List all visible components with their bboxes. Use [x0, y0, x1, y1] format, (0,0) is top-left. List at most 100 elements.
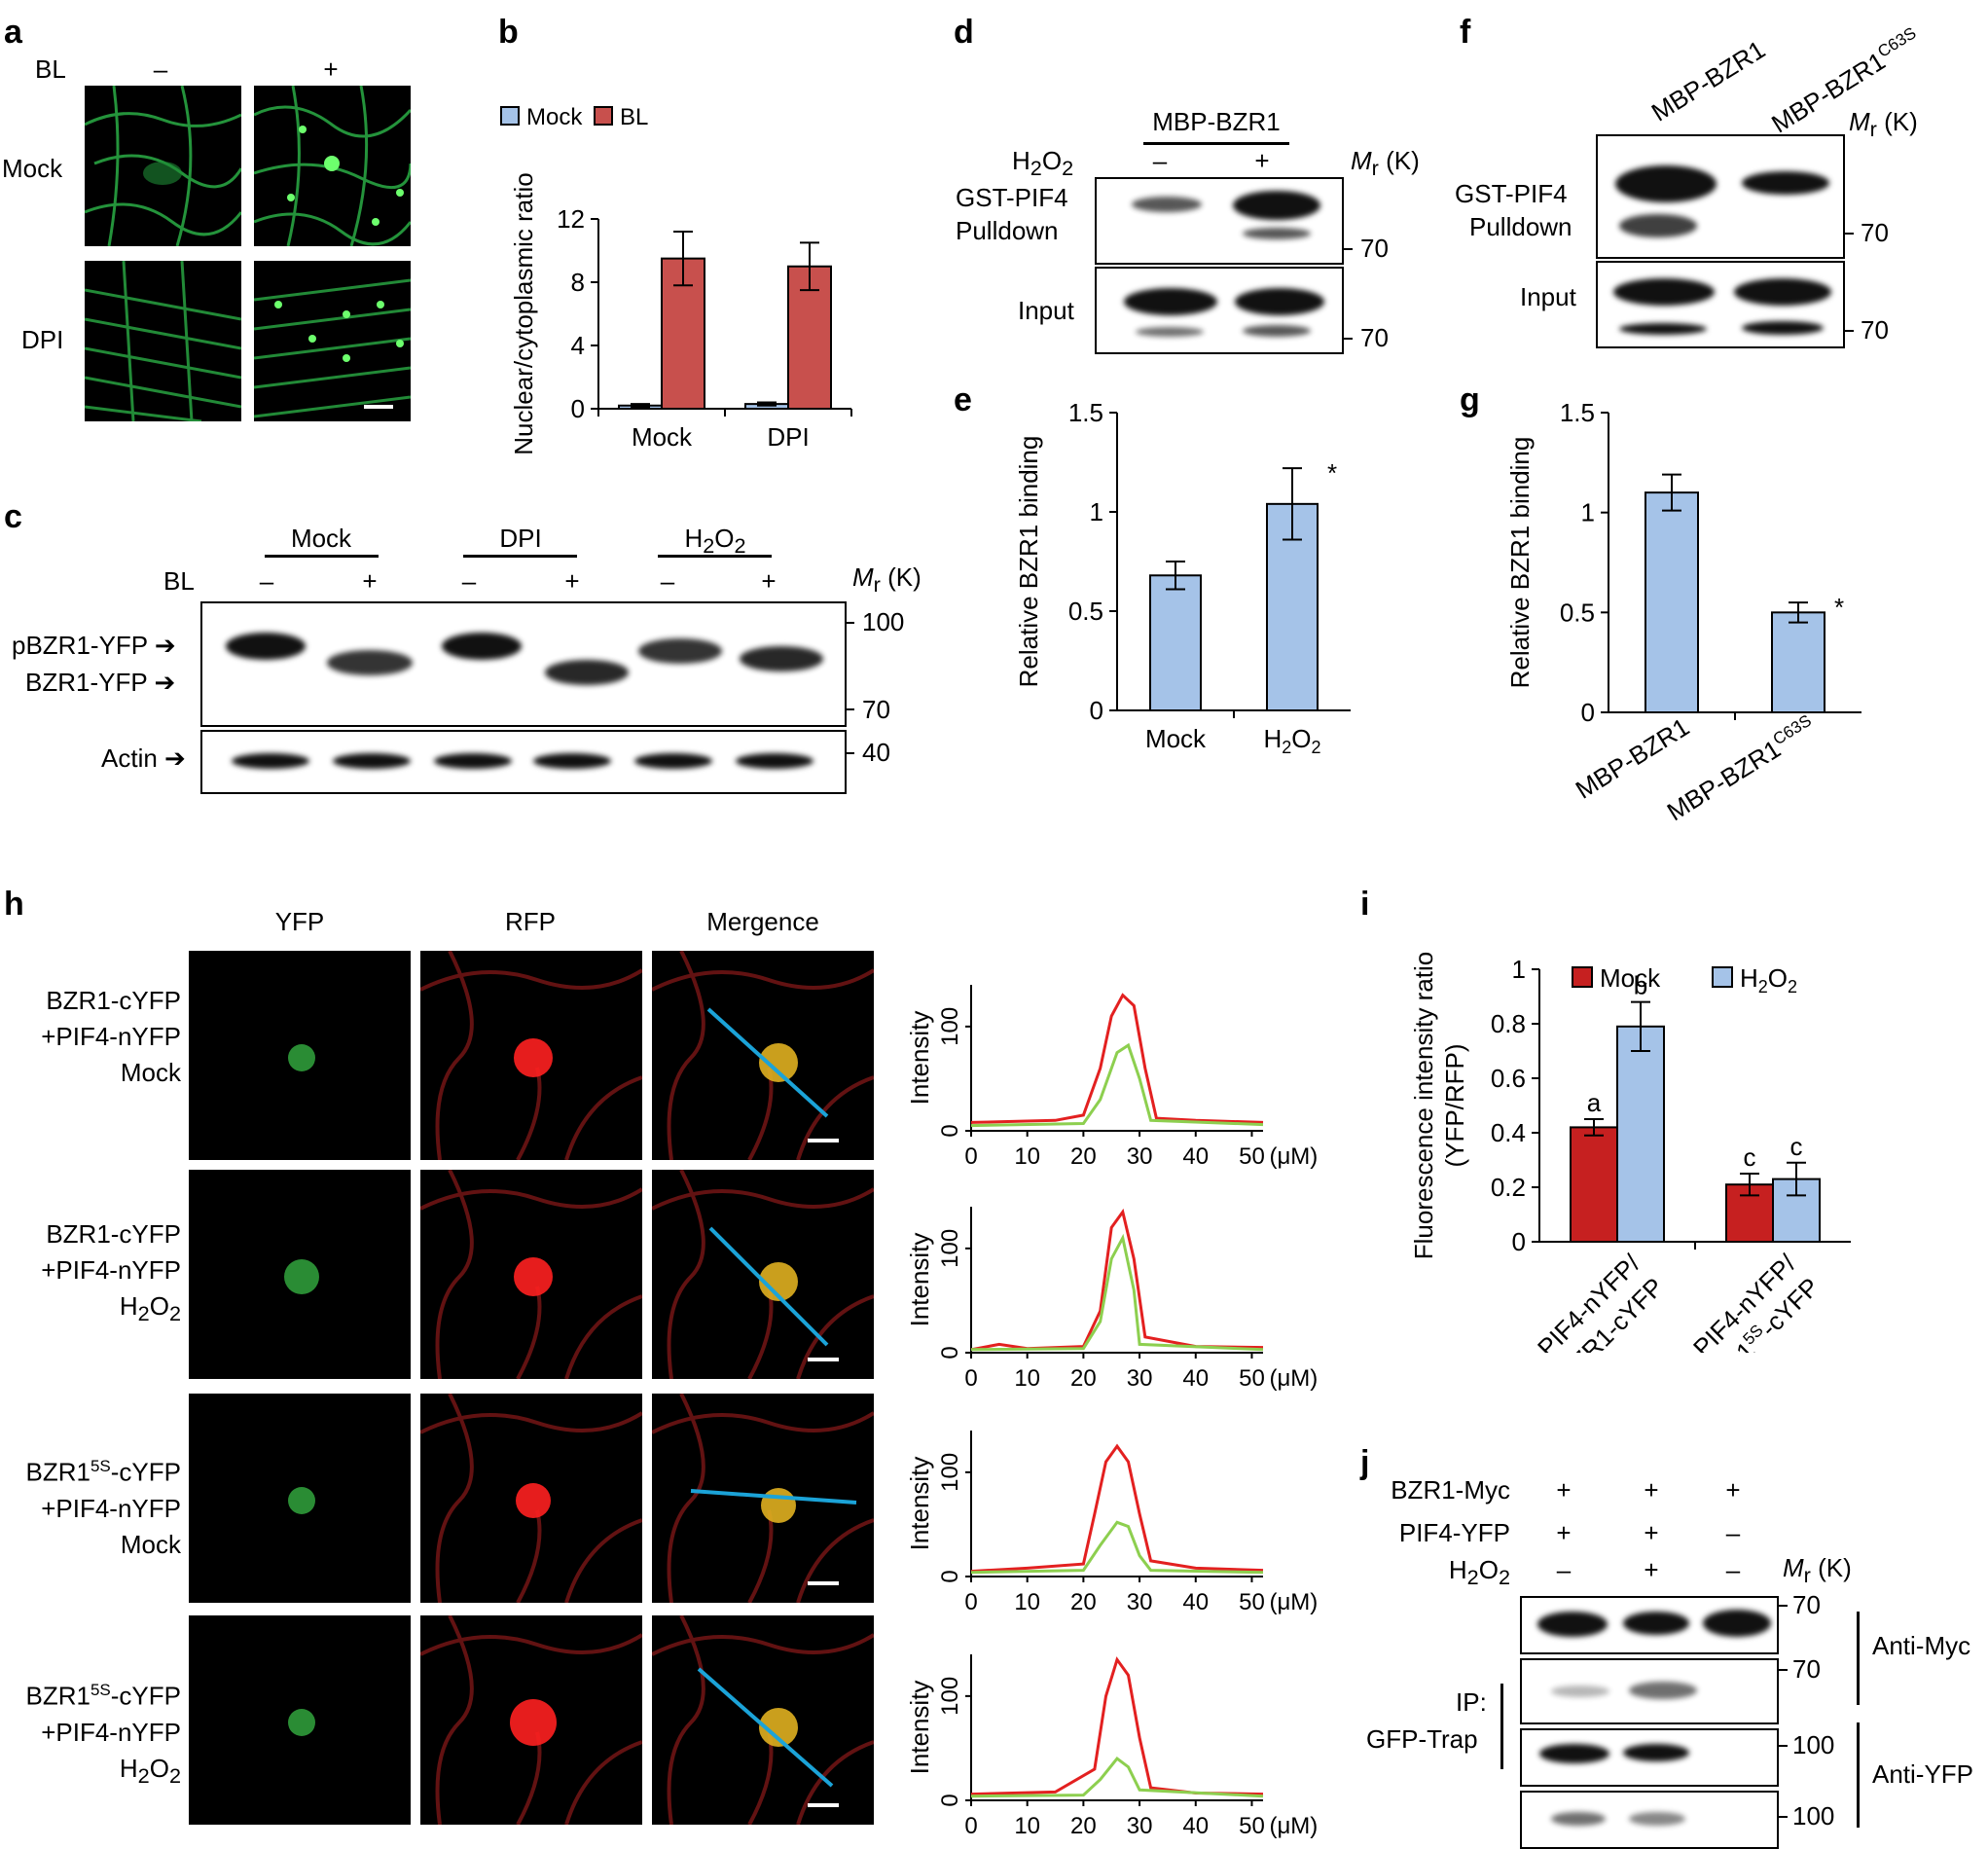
mr-label-d: Mr (K) — [1351, 146, 1420, 181]
legend-label: H2O2 — [1740, 963, 1797, 997]
profile-x-unit: (μM) — [1269, 1813, 1318, 1839]
bar — [1616, 1025, 1665, 1243]
profile-green-line — [970, 1233, 1264, 1352]
marker-c-40: 40 — [862, 738, 890, 767]
mr-label-j: Mr (K) — [1783, 1553, 1852, 1588]
micrograph-h-3-2 — [652, 1615, 874, 1825]
profile-x-tick-label: 40 — [1182, 1589, 1209, 1615]
header-d: MBP-BZR1 — [1152, 107, 1281, 136]
panel-label-e: e — [954, 381, 972, 418]
panel-label-i: i — [1360, 886, 1370, 923]
panel-label-j: j — [1360, 1444, 1370, 1481]
profile-y-tick-label: 0 — [937, 1124, 963, 1137]
micrograph-h-2-2 — [652, 1394, 874, 1603]
legend-swatch — [500, 106, 520, 126]
bar — [1771, 611, 1825, 713]
y-tick-label: 1 — [1512, 955, 1526, 984]
row-label-mock-a: Mock — [2, 154, 63, 183]
chart-i: 0 0.2 0.4 0.6 0.8 1 Fluorescence intensity rat… — [1409, 952, 1851, 1353]
y-tick-label: 0.2 — [1491, 1173, 1526, 1202]
bl-label-c: BL — [163, 566, 195, 596]
mr-label-f: Mr (K) — [1849, 107, 1918, 142]
group-bar-mock — [265, 555, 379, 558]
profile-x-tick-label: 10 — [1014, 1143, 1040, 1170]
micrograph-h-0-1 — [420, 951, 642, 1160]
col-rfp: RFP — [505, 907, 556, 936]
row-label-d-2: Input — [1018, 296, 1074, 325]
profile-red-line — [970, 993, 1264, 1124]
group-bar-dpi — [463, 555, 577, 558]
sign-c-1: + — [362, 566, 378, 596]
profile-x-tick-label: 50 — [1239, 1365, 1265, 1392]
sign-d-0: – — [1152, 146, 1168, 175]
profile-x-tick-label: 10 — [1014, 1365, 1040, 1392]
profile-x-tick-label: 0 — [964, 1589, 977, 1615]
blot-j-ip-yfp — [1520, 1728, 1779, 1787]
x-tick-label: H2O2 — [1263, 724, 1320, 757]
profile-x-tick-label: 40 — [1182, 1365, 1209, 1392]
profile-x-tick-label: 0 — [964, 1365, 977, 1392]
y-tick-label: 0.8 — [1491, 1009, 1526, 1038]
lane-label-f-1: MBP-BZR1 — [1645, 34, 1771, 127]
col-yfp: YFP — [274, 907, 325, 936]
y-axis-label: (YFP/RFP) — [1440, 1043, 1469, 1167]
profile-y-label: Intensity — [905, 1457, 934, 1551]
row-label-h-3: BZR15S-cYFP +PIF4-nYFP H2O2 — [25, 1681, 182, 1788]
y-tick-label: 0.6 — [1491, 1064, 1526, 1093]
micrograph-mock-minus — [85, 86, 241, 246]
y-axis-label: Nuclear/cytoplasmic ratio — [509, 172, 538, 454]
micrograph-h-2-1 — [420, 1394, 642, 1603]
panel-label-h: h — [4, 886, 24, 923]
profile-x-unit: (μM) — [1269, 1365, 1318, 1392]
micrograph-h-1-1 — [420, 1170, 642, 1379]
y-axis-label: Fluorescence intensity ratio — [1409, 952, 1438, 1259]
marker-f-0: 70 — [1861, 218, 1889, 247]
row-label-f-2: Input — [1520, 282, 1576, 311]
legend-label: BL — [620, 104, 648, 130]
blot-c-bzr1 — [200, 601, 847, 727]
row-label-pbzr1: pBZR1-YFP ➔ — [12, 631, 176, 660]
legend-label: Mock — [1600, 963, 1661, 993]
blot-j-input-yfp — [1520, 1791, 1779, 1849]
row-label-j-0: BZR1-Myc — [1391, 1475, 1510, 1505]
profile-x-tick-label: 10 — [1014, 1813, 1040, 1839]
bl-minus-a: – — [153, 54, 168, 84]
blot-f-pulldown — [1596, 134, 1845, 259]
marker-c-100: 100 — [862, 607, 905, 636]
profile-x-tick-label: 0 — [964, 1143, 977, 1170]
marker-d-0: 70 — [1360, 234, 1389, 263]
row-label-j-1: PIF4-YFP — [1398, 1518, 1510, 1547]
sign-j-0-2: + — [1725, 1475, 1741, 1505]
ip-label-1: IP: — [1456, 1687, 1487, 1717]
micrograph-dpi-plus — [254, 261, 411, 421]
profile-x-tick-label: 20 — [1070, 1589, 1097, 1615]
col-mergence: Mergence — [706, 907, 819, 936]
panel-label-d: d — [954, 14, 974, 51]
anti-myc-label: Anti-Myc — [1872, 1631, 1971, 1660]
profile-x-tick-label: 40 — [1182, 1813, 1209, 1839]
chart-b: 0 4 8 12 Nuclear/cytoplasmic ratio Mock DPI Moc… — [500, 104, 852, 455]
marker-j-3: 100 — [1792, 1801, 1835, 1831]
y-tick-label: 8 — [571, 268, 585, 297]
significance-star: * — [1327, 458, 1337, 488]
profile-x-tick-label: 50 — [1239, 1813, 1265, 1839]
y-tick-label: 0 — [1581, 698, 1595, 727]
blot-d-pulldown — [1095, 177, 1344, 265]
profile-y-tick-label: 0 — [937, 1794, 963, 1806]
micrograph-mock-plus — [254, 86, 411, 246]
y-tick-label: 0 — [1090, 696, 1103, 725]
y-tick-label: 1 — [1090, 497, 1103, 526]
x-tick-label: DPI — [767, 422, 809, 452]
bar — [1645, 491, 1699, 713]
y-tick-label: 1.5 — [1560, 399, 1595, 427]
sign-j-1-1: + — [1644, 1518, 1659, 1547]
profile-y-label: Intensity — [905, 1011, 934, 1106]
bl-plus-a: + — [323, 54, 339, 84]
significance-letter: b — [1634, 971, 1647, 1000]
profile-y-tick-label: 100 — [937, 1453, 963, 1492]
profile-red-line — [970, 1208, 1264, 1352]
significance-star: * — [1834, 593, 1844, 622]
blot-j-input-myc — [1520, 1596, 1779, 1654]
marker-d-1: 70 — [1360, 323, 1389, 352]
